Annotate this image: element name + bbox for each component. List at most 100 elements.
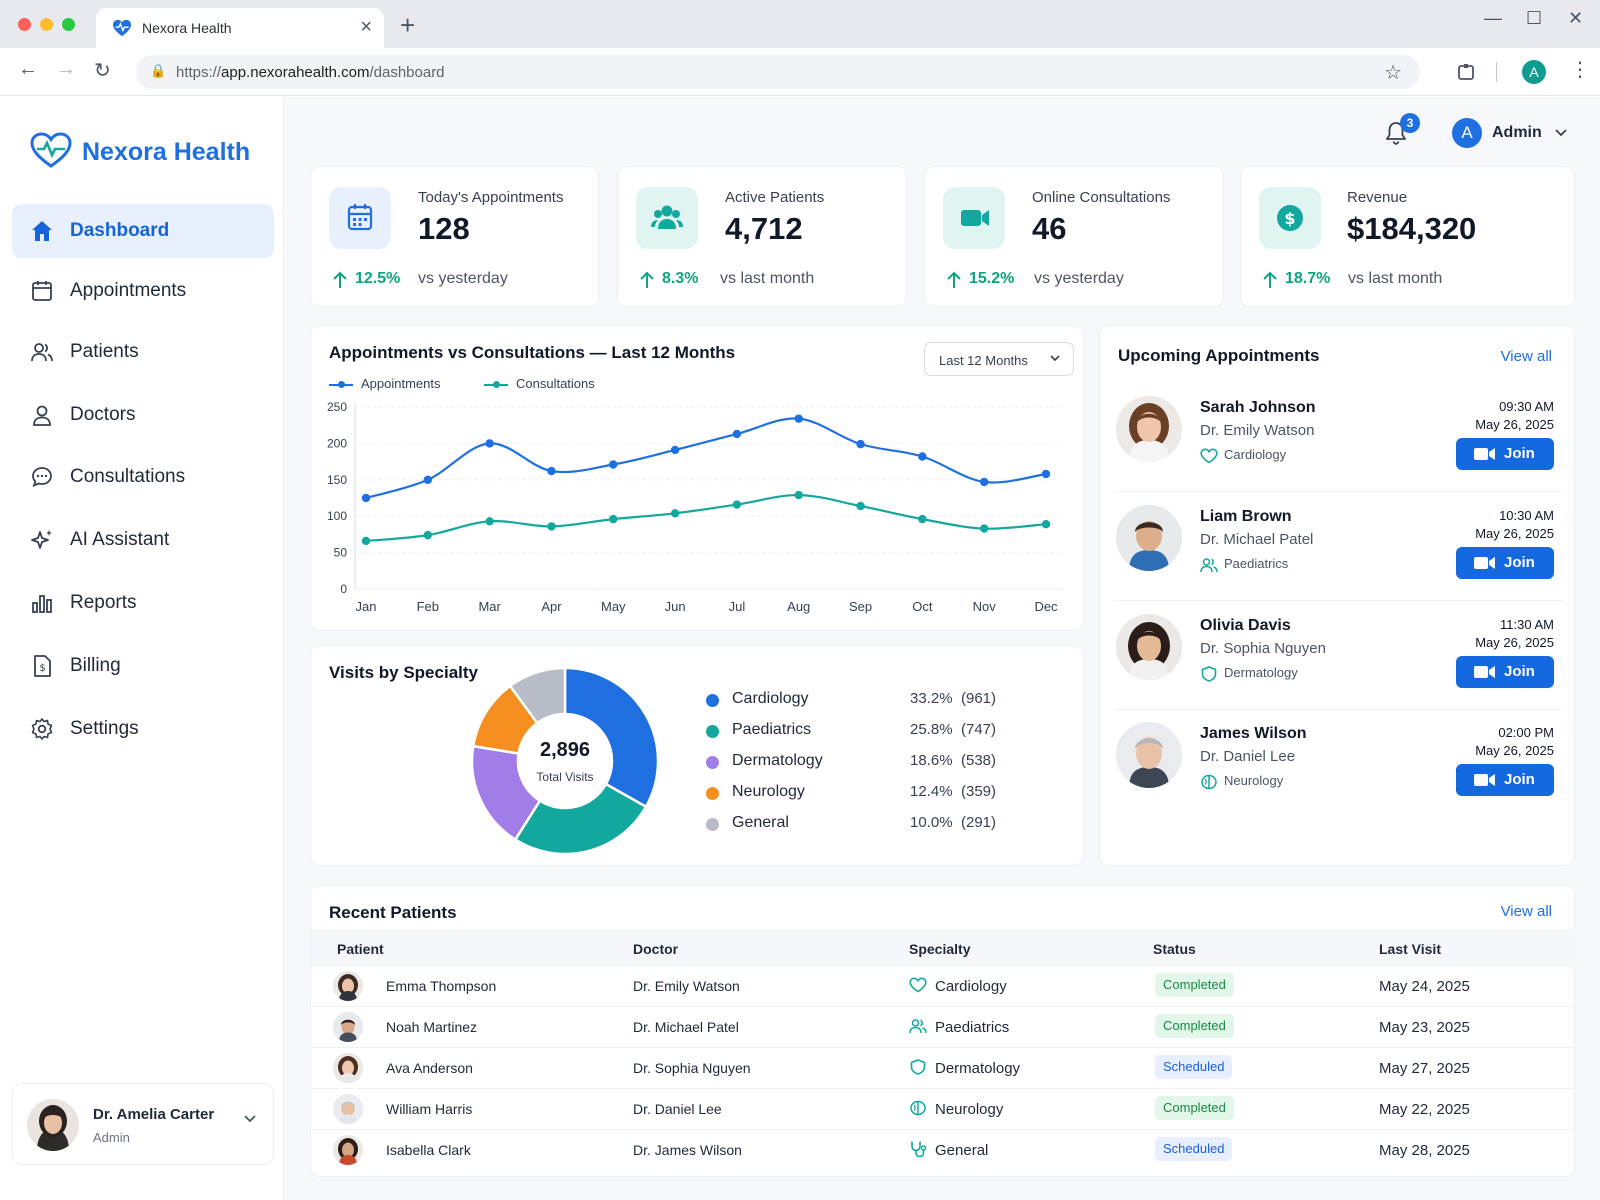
current-user-card[interactable]: Dr. Amelia Carter Admin — [12, 1083, 274, 1165]
users-icon — [636, 187, 698, 249]
column-header[interactable]: Patient — [337, 941, 384, 957]
appointment-item[interactable]: Sarah Johnson Dr. Emily Watson Cardiolog… — [1100, 384, 1576, 492]
chevron-down-icon[interactable] — [243, 1114, 257, 1124]
sidebar-item-patients[interactable]: Patients — [12, 325, 274, 379]
window-zoom-dot[interactable] — [62, 18, 75, 31]
data-point-consultations[interactable] — [423, 530, 433, 540]
data-point-consultations[interactable] — [670, 509, 680, 518]
sidebar-item-ai-assistant[interactable]: AI Assistant — [12, 513, 274, 567]
data-point-consultations[interactable] — [794, 490, 803, 500]
chevron-down-icon[interactable] — [1554, 128, 1568, 138]
table-row[interactable]: Isabella Clark Dr. James Wilson General … — [311, 1130, 1575, 1171]
join-button[interactable]: Join — [1456, 438, 1554, 470]
admin-avatar[interactable]: A — [1452, 118, 1482, 148]
data-point-appointments[interactable] — [670, 445, 680, 455]
legend-consultations[interactable]: Consultations — [484, 376, 595, 391]
donut-legend-row: Paediatrics 25.8% (747) — [706, 721, 1006, 743]
shield-icon — [1201, 665, 1217, 682]
back-icon[interactable]: ← — [18, 58, 38, 80]
appointment-item[interactable]: James Wilson Dr. Daniel Lee Neurology 02… — [1100, 710, 1576, 818]
sidebar-item-consultations[interactable]: Consultations — [12, 450, 274, 504]
table-row[interactable]: William Harris Dr. Daniel Lee Neurology … — [311, 1089, 1575, 1130]
arrow-up-icon — [640, 271, 654, 288]
data-point-consultations[interactable] — [979, 524, 989, 533]
range-dropdown[interactable]: Last 12 Months — [924, 342, 1074, 376]
stethoscope-icon — [911, 1141, 927, 1158]
legend-appointments[interactable]: Appointments — [329, 376, 441, 391]
sidebar-item-appointments[interactable]: Appointments — [12, 264, 274, 318]
column-header[interactable]: Last Visit — [1379, 941, 1441, 957]
x-tick-label: Jul — [729, 599, 746, 614]
join-button[interactable]: Join — [1456, 547, 1554, 579]
data-point-consultations[interactable] — [1041, 520, 1051, 529]
donut-legend-row: Neurology 12.4% (359) — [706, 783, 1006, 805]
donut-total-label: Total Visits — [536, 770, 594, 784]
patient-photo — [1116, 396, 1182, 462]
stat-card-patients[interactable]: Active Patients 4,712 8.3% vs last month — [617, 166, 907, 307]
maximize-icon[interactable]: ☐ — [1526, 8, 1543, 28]
data-point-consultations[interactable] — [732, 500, 742, 509]
table-row[interactable]: Ava Anderson Dr. Sophia Nguyen Dermatolo… — [311, 1048, 1575, 1089]
data-point-appointments[interactable] — [732, 429, 742, 439]
browser-tab[interactable]: Nexora Health × — [96, 8, 384, 48]
extensions-icon[interactable] — [1456, 62, 1476, 82]
bookmark-star-icon[interactable]: ☆ — [1384, 62, 1402, 84]
admin-name[interactable]: Admin — [1492, 124, 1542, 141]
heart-pulse-icon — [30, 132, 72, 168]
data-point-appointments[interactable] — [918, 452, 927, 461]
column-header[interactable]: Doctor — [633, 941, 679, 957]
profile-avatar[interactable]: A — [1522, 60, 1546, 84]
minimize-icon[interactable]: — — [1484, 8, 1502, 28]
table-row[interactable]: Noah Martinez Dr. Michael Patel Paediatr… — [311, 1007, 1575, 1048]
data-point-appointments[interactable] — [423, 475, 433, 484]
column-header[interactable]: Status — [1153, 941, 1196, 957]
close-window-icon[interactable]: ✕ — [1568, 8, 1584, 28]
window-close-dot[interactable] — [18, 18, 31, 31]
data-point-consultations[interactable] — [547, 522, 556, 531]
donut-slice-general[interactable] — [508, 666, 567, 725]
upcoming-view-all-link[interactable]: View all — [1500, 348, 1552, 365]
stat-card-appointments[interactable]: Today's Appointments 128 12.5% vs yester… — [310, 166, 599, 307]
recent-view-all-link[interactable]: View all — [1500, 903, 1552, 920]
data-point-consultations[interactable] — [485, 517, 494, 526]
sidebar-item-billing[interactable]: $ Billing — [12, 639, 274, 693]
x-tick-label: May — [601, 599, 626, 614]
data-point-appointments[interactable] — [856, 439, 865, 449]
data-point-consultations[interactable] — [361, 536, 371, 546]
data-point-consultations[interactable] — [918, 514, 927, 524]
sidebar-item-settings[interactable]: Settings — [12, 702, 274, 756]
data-point-appointments[interactable] — [794, 414, 803, 423]
notification-bell-icon[interactable] — [1384, 120, 1408, 146]
column-header[interactable]: Specialty — [909, 941, 971, 957]
stat-card-revenue[interactable]: $ Revenue $184,320 18.7% vs last month — [1240, 166, 1575, 307]
data-point-appointments[interactable] — [609, 460, 618, 469]
data-point-appointments[interactable] — [361, 493, 371, 503]
sidebar-item-dashboard[interactable]: Dashboard — [12, 204, 274, 258]
address-bar[interactable]: 🔒 https://app.nexorahealth.com/dashboard… — [136, 55, 1420, 89]
window-minimize-dot[interactable] — [40, 18, 53, 31]
data-point-appointments[interactable] — [485, 439, 494, 448]
join-button[interactable]: Join — [1456, 764, 1554, 796]
reload-icon[interactable]: ↻ — [94, 60, 111, 82]
data-point-consultations[interactable] — [609, 514, 618, 524]
data-point-appointments[interactable] — [1041, 469, 1051, 479]
forward-icon[interactable]: → — [56, 58, 76, 80]
sidebar-item-reports[interactable]: Reports — [12, 576, 274, 630]
close-tab-icon[interactable]: × — [360, 16, 372, 38]
appointment-item[interactable]: Liam Brown Dr. Michael Patel Paediatrics… — [1100, 493, 1576, 601]
video-icon — [1474, 666, 1495, 678]
data-point-consultations[interactable] — [856, 501, 865, 511]
brand-logo[interactable]: Nexora Health — [30, 132, 250, 173]
join-button[interactable]: Join — [1456, 656, 1554, 688]
appointment-item[interactable]: Olivia Davis Dr. Sophia Nguyen Dermatolo… — [1100, 602, 1576, 710]
browser-menu-icon[interactable]: ⋮ — [1570, 59, 1590, 81]
legend-dot — [706, 818, 719, 831]
new-tab-icon[interactable]: + — [400, 10, 416, 40]
donut-slice-cardiology[interactable] — [563, 666, 660, 809]
donut-slice-paediatrics[interactable] — [513, 782, 648, 856]
sidebar-item-doctors[interactable]: Doctors — [12, 388, 274, 442]
data-point-appointments[interactable] — [547, 466, 556, 476]
table-row[interactable]: Emma Thompson Dr. Emily Watson Cardiolog… — [311, 966, 1575, 1007]
data-point-appointments[interactable] — [979, 477, 989, 487]
stat-card-consultations[interactable]: Online Consultations 46 15.2% vs yesterd… — [924, 166, 1224, 307]
